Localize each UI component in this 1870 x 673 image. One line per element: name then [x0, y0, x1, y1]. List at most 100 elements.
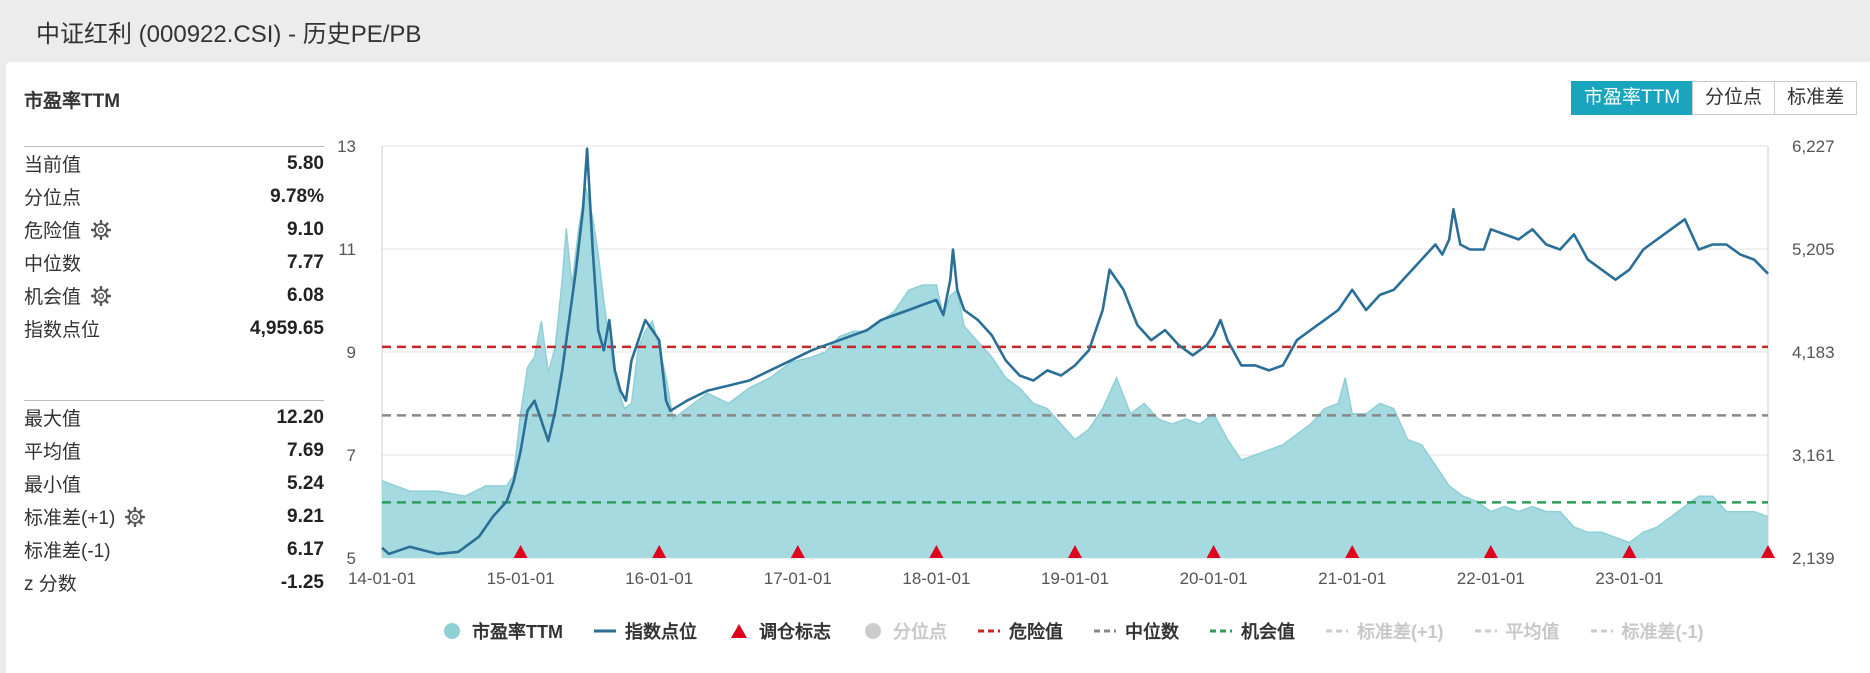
legend-symbol-icon: [1590, 629, 1613, 633]
rebalance-marker: [513, 545, 528, 558]
stat-label: 当前值: [24, 155, 82, 176]
legend-label: 分位点: [892, 622, 947, 642]
legend-item[interactable]: 中位数: [1093, 618, 1179, 644]
legend-item[interactable]: 调仓标志: [727, 618, 831, 644]
legend-item[interactable]: 标准差(+1): [1325, 618, 1444, 644]
rebalance-marker: [1345, 545, 1360, 558]
panel-title: 市盈率TTM: [24, 91, 121, 112]
rebalance-marker: [790, 545, 805, 558]
x-tick-label: 16-01-01: [625, 569, 693, 588]
stat-value: 12.20: [276, 406, 324, 428]
stat-row: 中位数 7.77: [24, 246, 324, 279]
rebalance-marker: [1483, 545, 1498, 558]
stat-row: 分位点 9.78%: [24, 180, 324, 213]
legend-symbol-icon: [593, 629, 616, 633]
legend-item[interactable]: 平均值: [1474, 618, 1560, 644]
page-title: 中证红利 (000922.CSI) - 历史PE/PB: [36, 21, 422, 48]
pe-chart: 5 7 9 11 13 2,139 3,161 4,183 5,205 6,227 14-01-01…: [337, 137, 1835, 588]
y-left-tick-label: 7: [347, 446, 356, 465]
legend-label: 机会值: [1240, 622, 1295, 642]
gear-icon[interactable]: [91, 219, 112, 240]
header-bar: 中证红利 (000922.CSI) - 历史PE/PB: [0, 0, 1870, 58]
legend-label: 市盈率TTM: [472, 622, 563, 642]
legend-item[interactable]: 分位点: [861, 618, 947, 644]
stat-row: 危险值 9.10: [24, 213, 324, 246]
stat-value: 9.21: [287, 505, 324, 527]
stat-row: 机会值 6.08: [24, 279, 324, 312]
y-right-tick-label: 3,161: [1792, 446, 1835, 465]
pe-ttm-line: [381, 187, 1769, 544]
legend-symbol-icon: [1209, 629, 1232, 633]
stats-top: 当前值 5.80 分位点 9.78% 危险值 9.10 中位数 7.77 机会值 6.08 指数点位…: [24, 146, 324, 345]
stat-value: 9.10: [287, 218, 324, 240]
stat-row: 最大值 12.20: [24, 401, 324, 434]
y-right-tick-label: 6,227: [1792, 137, 1835, 156]
y-right-tick-label: 2,139: [1792, 549, 1835, 568]
x-tick-label: 22-01-01: [1457, 569, 1525, 588]
stat-value: 7.69: [287, 439, 324, 461]
stat-label: 机会值: [24, 282, 112, 309]
x-tick-label: 23-01-01: [1595, 569, 1663, 588]
pe-ttm-area: [382, 187, 1768, 558]
y-left-tick-label: 11: [338, 240, 356, 259]
legend-label: 指数点位: [624, 622, 697, 642]
metric-tabs: 市盈率TTM 分位点 标准差: [1571, 81, 1858, 115]
chart-legend: 市盈率TTM 指数点位 调仓标志 分位点 危险值 中位数 机会值 标准差(+1) 平均值 标准差(…: [440, 618, 1734, 644]
stat-row: 标准差(+1) 9.21: [24, 500, 324, 533]
stat-value: 6.08: [287, 284, 324, 306]
legend-symbol-icon: [444, 623, 460, 639]
x-tick-label: 21-01-01: [1318, 569, 1386, 588]
rebalance-marker: [1622, 545, 1637, 558]
stat-row: 标准差(-1) 6.17: [24, 533, 324, 566]
legend-label: 中位数: [1124, 622, 1179, 642]
x-tick-label: 17-01-01: [764, 569, 832, 588]
x-tick-label: 19-01-01: [1041, 569, 1109, 588]
x-tick-label: 14-01-01: [348, 569, 416, 588]
gear-icon[interactable]: [91, 285, 112, 306]
legend-item[interactable]: 机会值: [1209, 618, 1295, 644]
legend-symbol-icon: [1325, 629, 1348, 633]
stat-value: 5.80: [287, 152, 324, 174]
stat-label: 标准差(+1): [24, 503, 146, 530]
tab-percentile[interactable]: 分位点: [1692, 81, 1776, 115]
legend-item[interactable]: 危险值: [977, 618, 1063, 644]
y-right-tick-label: 4,183: [1792, 343, 1835, 362]
x-tick-label: 20-01-01: [1180, 569, 1248, 588]
stat-row: 指数点位 4,959.65: [24, 312, 324, 345]
stat-label: 平均值: [24, 442, 82, 463]
stat-label: 指数点位: [24, 320, 101, 341]
stat-value: 6.17: [287, 538, 324, 560]
legend-item[interactable]: 标准差(-1): [1590, 618, 1704, 644]
legend-label: 平均值: [1505, 622, 1560, 642]
tab-pe-ttm[interactable]: 市盈率TTM: [1571, 81, 1694, 115]
rebalance-marker: [1206, 545, 1221, 558]
rebalance-marker: [929, 545, 944, 558]
y-left-tick-label: 13: [337, 137, 356, 156]
stat-value: 7.77: [287, 251, 324, 273]
x-tick-label: 15-01-01: [487, 569, 555, 588]
legend-symbol-icon: [864, 623, 881, 639]
legend-item[interactable]: 市盈率TTM: [440, 618, 563, 644]
legend-symbol-icon: [730, 624, 747, 638]
stat-value: 5.24: [287, 472, 324, 494]
stat-row: 平均值 7.69: [24, 434, 324, 467]
legend-label: 标准差(+1): [1356, 622, 1444, 642]
legend-item[interactable]: 指数点位: [593, 618, 697, 644]
stat-row: 当前值 5.80: [24, 147, 324, 180]
gear-icon[interactable]: [125, 506, 146, 527]
stat-label: 分位点: [24, 188, 82, 209]
stat-label: 最大值: [24, 409, 82, 430]
legend-label: 标准差(-1): [1621, 622, 1704, 642]
legend-label: 调仓标志: [758, 622, 831, 642]
stat-row: z 分数 -1.25: [24, 566, 324, 599]
legend-label: 危险值: [1008, 622, 1063, 642]
stat-label: 危险值: [24, 216, 112, 243]
y-left-tick-label: 5: [347, 549, 356, 568]
stat-label: z 分数: [24, 574, 77, 595]
rebalance-marker: [652, 545, 667, 558]
stats-bottom: 最大值 12.20 平均值 7.69 最小值 5.24 标准差(+1) 9.21 标准差(-1)…: [24, 400, 324, 599]
legend-symbol-icon: [977, 629, 1000, 633]
tab-std-dev[interactable]: 标准差: [1774, 81, 1858, 115]
rebalance-marker: [1761, 545, 1775, 558]
legend-symbol-icon: [1093, 629, 1116, 633]
